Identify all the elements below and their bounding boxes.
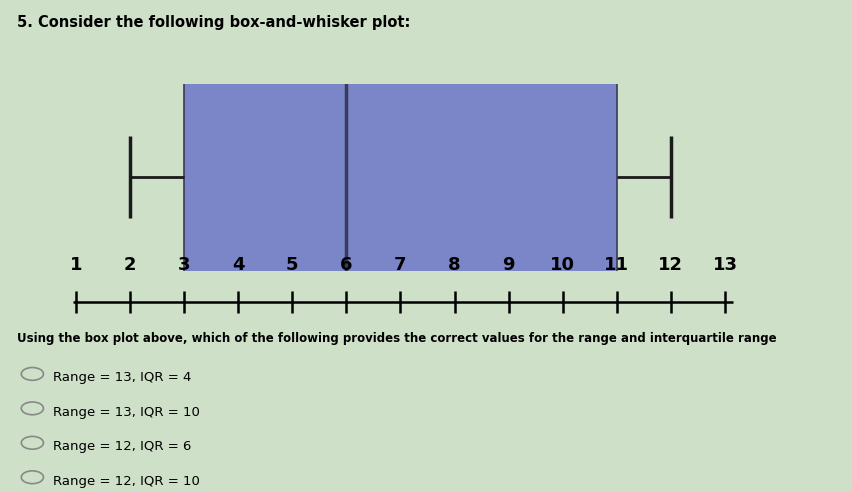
Text: 11: 11	[604, 256, 630, 274]
Text: Range = 12, IQR = 10: Range = 12, IQR = 10	[53, 475, 199, 488]
Text: 2: 2	[124, 256, 136, 274]
Text: Range = 12, IQR = 6: Range = 12, IQR = 6	[53, 440, 191, 453]
Text: 3: 3	[178, 256, 190, 274]
Bar	[184, 74, 617, 280]
Text: 6: 6	[340, 256, 353, 274]
Text: 13: 13	[712, 256, 738, 274]
Text: 7: 7	[394, 256, 406, 274]
Text: 12: 12	[659, 256, 683, 274]
Text: Range = 13, IQR = 4: Range = 13, IQR = 4	[53, 371, 191, 384]
Text: 5. Consider the following box-and-whisker plot:: 5. Consider the following box-and-whiske…	[17, 15, 411, 30]
Text: Using the box plot above, which of the following provides the correct values for: Using the box plot above, which of the f…	[17, 332, 777, 345]
Text: 4: 4	[232, 256, 245, 274]
Text: 8: 8	[448, 256, 461, 274]
Text: 5: 5	[286, 256, 298, 274]
Text: 1: 1	[70, 256, 82, 274]
Text: 10: 10	[550, 256, 575, 274]
Text: Range = 13, IQR = 10: Range = 13, IQR = 10	[53, 406, 199, 419]
Text: 9: 9	[503, 256, 515, 274]
